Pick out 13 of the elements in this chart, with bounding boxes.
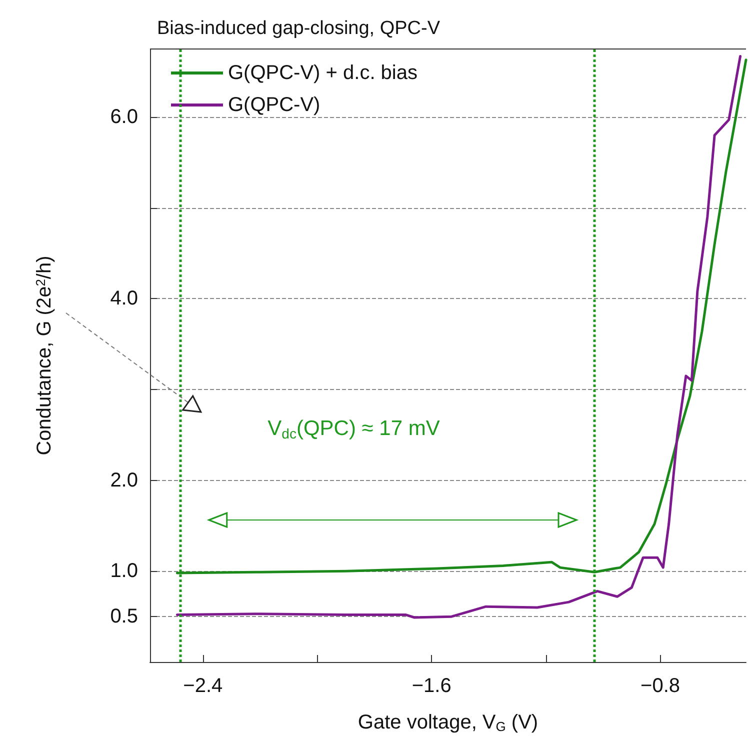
x-tick-label: −1.6 <box>412 675 452 697</box>
x-tick-label: −0.8 <box>640 675 680 697</box>
legend-label: G(QPC-V) + d.c. bias <box>228 62 418 84</box>
y-tick-label: 4.0 <box>110 288 138 310</box>
y-tick-label: 1.0 <box>110 560 138 582</box>
y-tick-label: 6.0 <box>110 106 138 128</box>
y-axis-title: Condutance, G (2e2/h) <box>33 256 56 456</box>
x-tick-label: −2.4 <box>183 675 223 697</box>
chart-title: Bias-induced gap-closing, QPC-V <box>157 18 440 39</box>
y-tick-label: 0.5 <box>110 606 138 628</box>
legend-label: G(QPC-V) <box>228 94 320 116</box>
y-tick-label: 2.0 <box>110 469 138 492</box>
x-axis-title: Gate voltage, VG (V) <box>358 712 538 734</box>
